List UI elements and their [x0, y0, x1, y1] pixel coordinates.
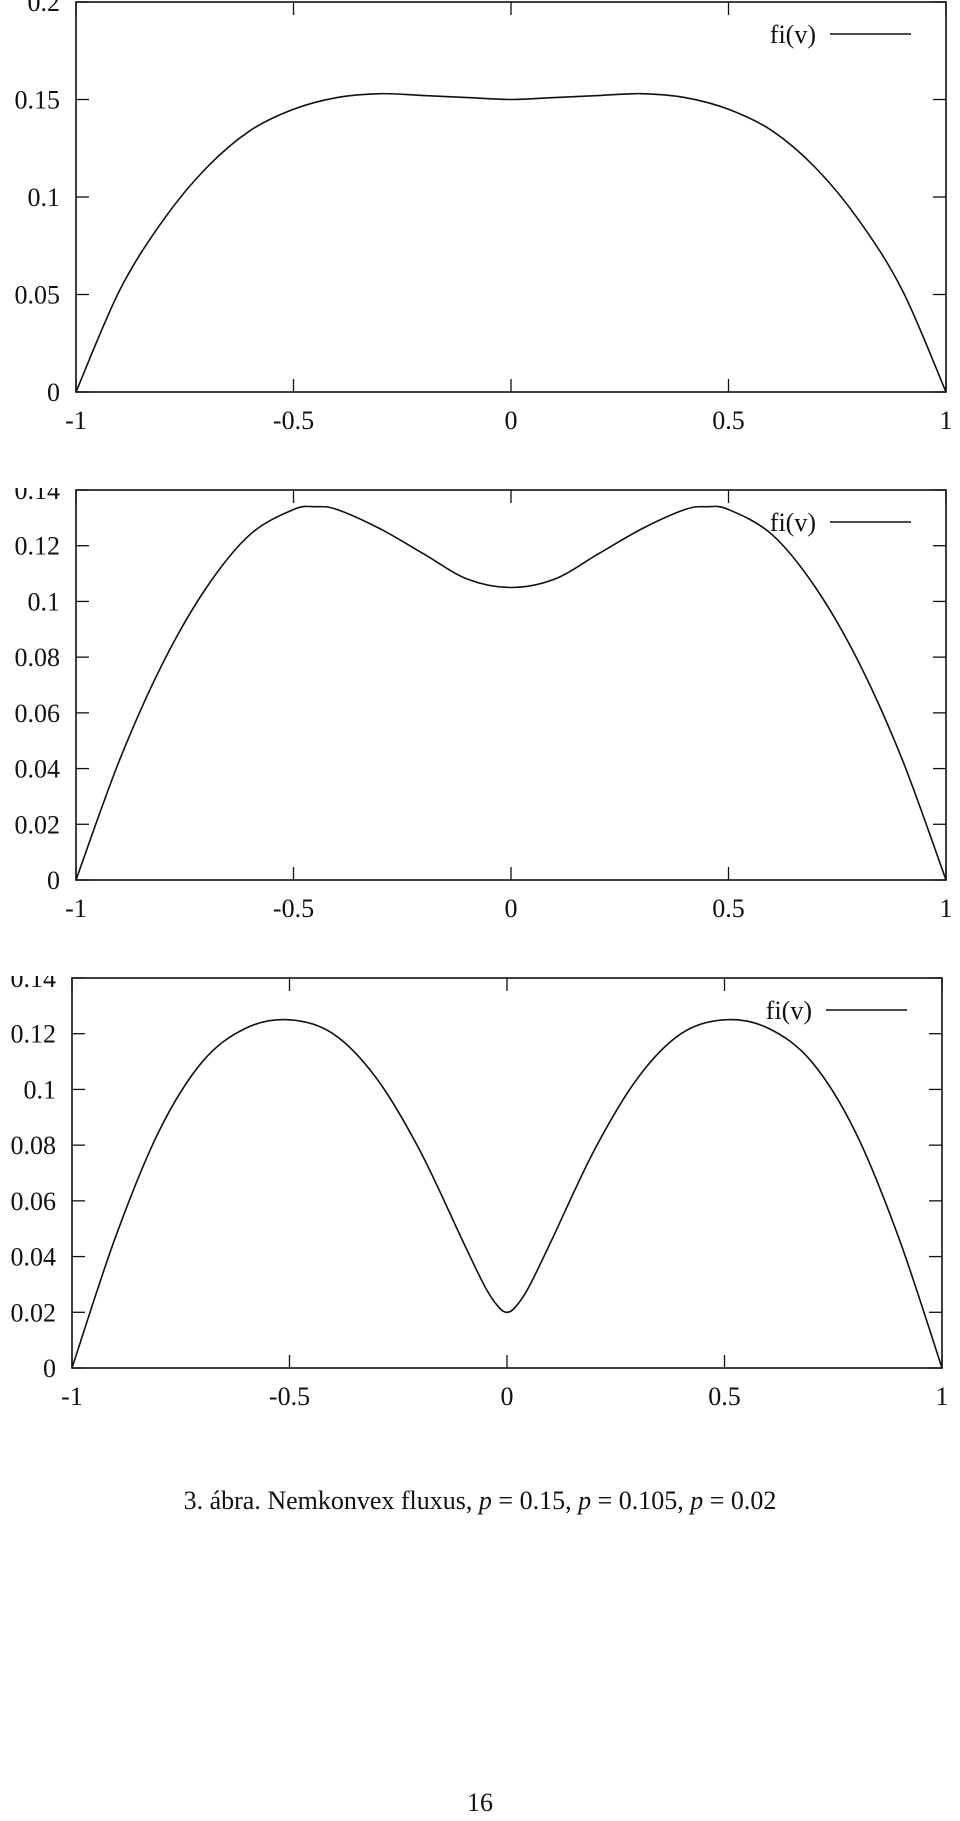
- y-tick-label: 0.14: [11, 976, 57, 993]
- y-tick-label: 0.05: [15, 281, 61, 310]
- y-tick-label: 0.1: [28, 183, 61, 212]
- x-tick-label: -1: [65, 894, 87, 923]
- x-tick-label: -1: [61, 1382, 83, 1411]
- x-tick-label: 0: [505, 894, 518, 923]
- caption-value-1: = 0.15,: [491, 1486, 579, 1515]
- y-tick-label: 0.1: [24, 1075, 57, 1104]
- y-tick-label: 0.14: [15, 488, 61, 505]
- x-tick-label: 0: [505, 406, 518, 435]
- y-tick-label: 0.2: [28, 0, 61, 17]
- legend-label: fi(v): [766, 996, 812, 1025]
- y-tick-label: 0.15: [15, 86, 61, 115]
- legend-label: fi(v): [770, 508, 816, 537]
- y-tick-label: 0.06: [15, 699, 61, 728]
- x-tick-label: -0.5: [273, 894, 314, 923]
- y-tick-label: 0.02: [15, 810, 61, 839]
- y-tick-label: 0.08: [11, 1131, 57, 1160]
- y-tick-label: 0.04: [11, 1243, 57, 1272]
- figure-caption: 3. ábra. Nemkonvex fluxus, p = 0.15, p =…: [0, 1486, 960, 1516]
- legend-label: fi(v): [770, 20, 816, 49]
- series-line: [75, 505, 947, 881]
- series-line: [75, 92, 947, 393]
- y-tick-label: 0: [47, 378, 60, 407]
- chart-panel-2: -1 -0.5 0 0.5 1 0 0.02 0.04 0.06 0.08 0.1 0.12 0.14 f…: [15, 488, 953, 923]
- y-tick-label: 0.02: [11, 1298, 57, 1327]
- y-tick-label: 0.12: [11, 1020, 57, 1049]
- caption-var-2: p: [578, 1486, 592, 1515]
- x-tick-label: -0.5: [273, 406, 314, 435]
- x-tick-label: 1: [940, 406, 953, 435]
- x-tick-label: 1: [936, 1382, 949, 1411]
- x-tick-label: -0.5: [269, 1382, 310, 1411]
- caption-prefix: 3. ábra. Nemkonvex fluxus,: [183, 1486, 479, 1515]
- series-line: [71, 1018, 943, 1369]
- plot-frame: [75, 1, 947, 393]
- x-tick-label: 0: [501, 1382, 514, 1411]
- y-tick-label: 0.1: [28, 587, 61, 616]
- caption-value-3: = 0.02: [703, 1486, 777, 1515]
- y-tick-label: 0.06: [11, 1187, 57, 1216]
- x-tick-label: 0.5: [712, 894, 745, 923]
- chart-panel-1: -1 -0.5 0 0.5 1 0 0.05 0.1 0.15 0.2 fi(v): [15, 0, 953, 435]
- plot-frame: [71, 977, 943, 1369]
- x-tick-label: 1: [940, 894, 953, 923]
- caption-var-1: p: [478, 1486, 492, 1515]
- page-number: 16: [467, 1788, 493, 1817]
- x-tick-label: 0.5: [708, 1382, 741, 1411]
- plot-frame: [75, 489, 947, 881]
- chart-panel-3: -1 -0.5 0 0.5 1 0 0.02 0.04 0.06 0.08 0.1 0.12 0.14 f…: [11, 976, 949, 1411]
- y-tick-label: 0.08: [15, 643, 61, 672]
- x-tick-label: 0.5: [712, 406, 745, 435]
- caption-value-2: = 0.105,: [591, 1486, 691, 1515]
- x-tick-label: -1: [65, 406, 87, 435]
- y-tick-label: 0: [47, 866, 60, 895]
- y-tick-label: 0.04: [15, 755, 61, 784]
- caption-var-3: p: [690, 1486, 704, 1515]
- y-tick-label: 0: [43, 1354, 56, 1383]
- y-tick-label: 0.12: [15, 532, 61, 561]
